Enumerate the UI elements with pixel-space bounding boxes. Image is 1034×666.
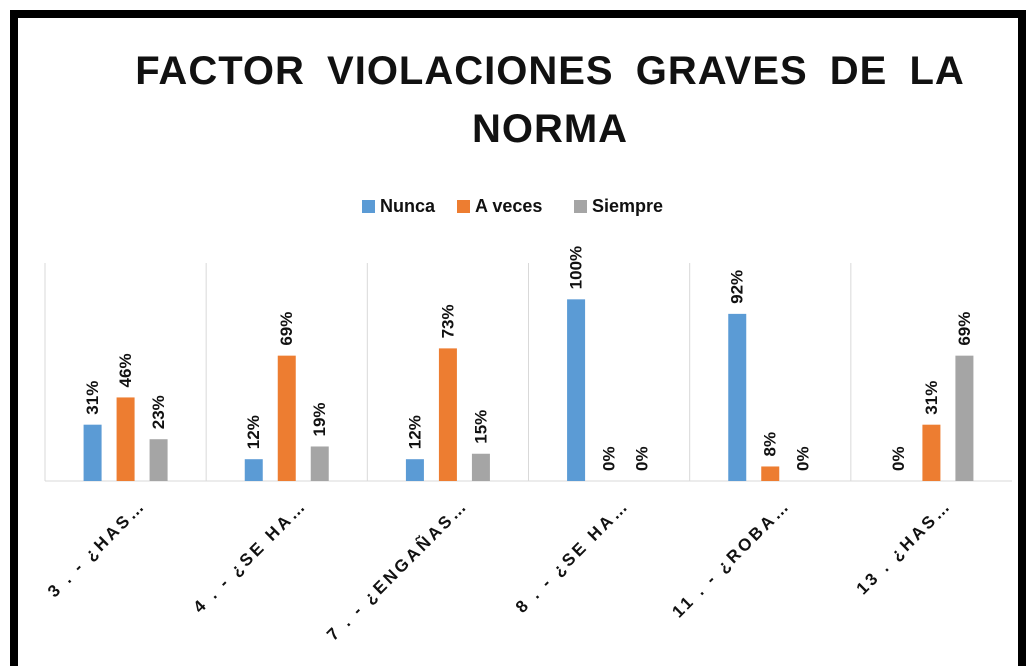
- x-tick-label: 11 . - ¿ROBA…: [668, 496, 794, 622]
- x-tick-label: 7 . - ¿ENGAÑAS…: [322, 495, 471, 644]
- legend-swatch: [457, 200, 470, 213]
- bar: [149, 439, 168, 481]
- bar: [438, 348, 457, 481]
- value-label: 46%: [116, 353, 135, 387]
- value-label: 0%: [889, 446, 908, 471]
- value-label: 0%: [794, 446, 813, 471]
- value-label: 31%: [83, 381, 102, 415]
- value-label: 69%: [955, 312, 974, 346]
- value-label: 0%: [600, 446, 619, 471]
- value-label: 100%: [567, 246, 586, 289]
- bar: [405, 459, 424, 481]
- x-tick-label: 4 . - ¿SE HA…: [190, 496, 311, 617]
- bar: [471, 453, 490, 481]
- value-label: 69%: [277, 312, 296, 346]
- legend-swatch: [362, 200, 375, 213]
- value-label: 92%: [728, 270, 747, 304]
- x-tick-label: 8 . - ¿SE HA…: [512, 496, 633, 617]
- frame: [10, 10, 1026, 666]
- bar: [728, 313, 747, 481]
- value-label: 12%: [405, 415, 424, 449]
- bar: [761, 466, 780, 481]
- bar: [277, 355, 296, 481]
- value-label: 0%: [633, 446, 652, 471]
- bar: [567, 299, 586, 481]
- bar: [83, 424, 102, 481]
- bar: [244, 459, 263, 481]
- x-tick-label: 13 . ¿HAS…: [853, 496, 956, 599]
- value-label: 23%: [149, 395, 168, 429]
- legend-label: Siempre: [592, 196, 663, 216]
- value-label: 15%: [471, 410, 490, 444]
- legend-swatch: [574, 200, 587, 213]
- chart-title: FACTOR VIOLACIONES GRAVES DE LA NORMA: [135, 49, 965, 151]
- bar: [310, 446, 329, 481]
- bar: [116, 397, 135, 481]
- value-label: 31%: [922, 381, 941, 415]
- bar: [955, 355, 974, 481]
- value-label: 73%: [438, 304, 457, 338]
- bar: [922, 424, 941, 481]
- value-label: 8%: [761, 432, 780, 457]
- x-tick-label: 3 . - ¿HAS…: [44, 496, 150, 602]
- value-label: 19%: [310, 402, 329, 436]
- legend-label: A veces: [475, 196, 542, 216]
- legend-label: Nunca: [380, 196, 436, 216]
- value-label: 12%: [244, 415, 263, 449]
